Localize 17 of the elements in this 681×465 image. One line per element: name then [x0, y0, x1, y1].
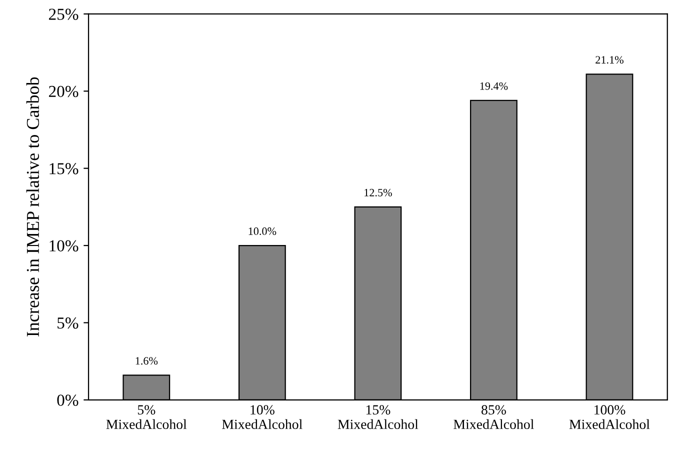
data-label: 21.1% — [596, 56, 624, 64]
x-tick-label: 10% MixedAlcohol — [222, 405, 302, 430]
x-tick-label: 5% MixedAlcohol — [106, 405, 187, 430]
y-tick-label: 5% — [58, 317, 78, 329]
y-tick-label: 25% — [48, 8, 78, 20]
y-tick-label: 15% — [50, 163, 78, 174]
data-label: 1.6% — [136, 357, 158, 365]
x-tick-label: 100% MixedAlcohol — [569, 405, 650, 430]
data-label: 10.0% — [248, 227, 276, 235]
y-tick-label: 10% — [50, 240, 78, 252]
y-axis-title: Increase in IMEP relative to Carbob — [26, 77, 40, 337]
y-tick-label: 20% — [48, 86, 78, 98]
data-label: 12.5% — [364, 188, 392, 196]
x-tick-label: 85% MixedAlcohol — [454, 405, 534, 430]
data-label: 19.4% — [480, 82, 508, 90]
y-tick-label: 0% — [57, 394, 78, 406]
x-tick-label: 15% MixedAlcohol — [338, 405, 418, 430]
